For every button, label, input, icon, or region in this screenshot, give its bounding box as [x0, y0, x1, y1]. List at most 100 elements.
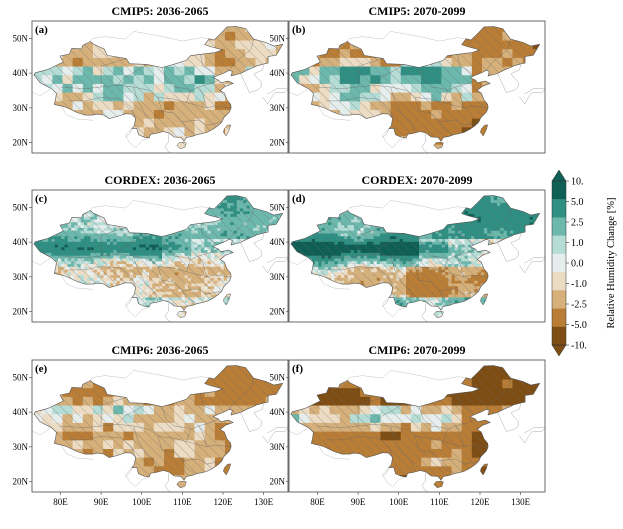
country-border: [125, 294, 150, 318]
coastline: [524, 256, 545, 264]
panel-label: (c): [35, 193, 48, 205]
country-border: [125, 464, 150, 488]
lon-tick-label: 90E: [351, 497, 366, 507]
coastline: [524, 426, 545, 434]
province-border: [133, 255, 159, 302]
colorbar-tick-label: 0.0: [571, 259, 584, 270]
china-border: [290, 365, 541, 481]
colorbar: 10. 5.0 2.5 1.0 0.0 -1.0 -2.5 -5.0 -10. Relative …: [551, 169, 617, 357]
province-border: [485, 378, 511, 410]
panel-frame: [31, 359, 289, 493]
country-border: [32, 74, 52, 96]
province-border: [439, 119, 479, 126]
country-border: [32, 413, 52, 435]
province-border: [414, 97, 452, 135]
panel-frame: [288, 359, 546, 493]
coastline: [267, 87, 288, 95]
province-border: [418, 406, 448, 430]
lat-tick-label: 40N: [270, 237, 286, 247]
lat-tick-label: 20N: [13, 477, 29, 487]
lat-tick-label: 30N: [270, 103, 286, 113]
panel-title: CORDEX: 2036-2065: [105, 173, 216, 187]
province-border: [200, 223, 218, 246]
country-border: [338, 31, 467, 49]
province-border: [60, 85, 150, 91]
province-border: [418, 236, 448, 260]
lat-tick-label: 30N: [13, 103, 29, 113]
province-border: [198, 425, 207, 447]
coastline: [497, 404, 521, 432]
province-border: [418, 67, 448, 91]
colorbar-tick-label: -10.: [571, 341, 587, 352]
province-border: [390, 86, 416, 133]
colorbar-segment: [552, 181, 566, 200]
lon-tick-label: 130E: [511, 497, 531, 507]
coastline: [125, 297, 133, 307]
coastline: [262, 88, 288, 105]
coastline: [421, 132, 429, 153]
country-border: [338, 370, 467, 388]
panel-title: CMIP6: 2070-2099: [369, 343, 466, 357]
province-border: [317, 424, 407, 430]
province-border: [100, 397, 127, 426]
hainan-outline: [433, 141, 444, 150]
province-border: [439, 288, 479, 295]
province-border: [228, 39, 254, 71]
province-border: [325, 97, 393, 119]
colorbar-segment: [552, 290, 566, 309]
lat-tick-label: 30N: [270, 272, 286, 282]
province-border: [68, 436, 136, 458]
lat-tick-label: 40N: [270, 407, 286, 417]
coastline: [382, 128, 390, 138]
country-border: [318, 105, 351, 121]
country-border: [61, 105, 94, 121]
coastline: [267, 256, 288, 264]
country-border: [338, 200, 467, 218]
province-border: [228, 208, 254, 240]
province-border: [390, 255, 416, 302]
country-border: [81, 200, 210, 218]
province-border: [161, 406, 191, 430]
province-border: [485, 208, 511, 240]
lat-tick-label: 40N: [270, 68, 286, 78]
map-panel-a: CMIP5: 2036-2065 (a) 50N 40N 30N 20N: [13, 4, 289, 154]
province-border: [198, 255, 207, 277]
china-border: [290, 26, 541, 142]
china-border: [33, 365, 284, 481]
province-border: [68, 266, 136, 288]
colorbar-segment: [552, 199, 566, 218]
province-border: [133, 86, 159, 133]
panel-title: CORDEX: 2070-2099: [362, 173, 473, 187]
lat-tick-label: 30N: [270, 442, 286, 452]
colorbar-segment: [552, 326, 566, 346]
province-border: [161, 67, 191, 91]
taiwan-outline: [480, 293, 489, 306]
country-border: [318, 274, 351, 290]
coastline: [519, 88, 545, 105]
hainan-outline: [176, 480, 187, 489]
province-border: [117, 403, 148, 425]
taiwan-outline: [223, 124, 232, 137]
hainan-outline: [433, 480, 444, 489]
hainan-outline: [433, 310, 444, 319]
map-panel-e: CMIP6: 2036-2065 (e) 50N 40N 30N 20N 80E 90E 100…: [13, 343, 289, 507]
lat-tick-label: 20N: [13, 138, 29, 148]
colorbar-tick-label: 5.0: [571, 197, 584, 208]
lat-tick-label: 40N: [13, 68, 29, 78]
coastline: [382, 297, 390, 307]
panel-frame: [31, 20, 289, 154]
lat-tick-label: 20N: [270, 307, 286, 317]
colorbar-extend-max: [551, 169, 567, 182]
lon-tick-label: 120E: [470, 497, 490, 507]
country-border: [289, 243, 309, 265]
colorbar-segment: [552, 253, 566, 273]
hainan-outline: [176, 310, 187, 319]
country-border: [289, 74, 309, 96]
province-border: [414, 436, 452, 474]
province-border: [357, 227, 384, 256]
colorbar-label: Relative Humidity Change [%]: [606, 198, 617, 329]
province-border: [198, 86, 207, 108]
province-border: [357, 58, 384, 87]
panel-frame: [288, 20, 546, 154]
